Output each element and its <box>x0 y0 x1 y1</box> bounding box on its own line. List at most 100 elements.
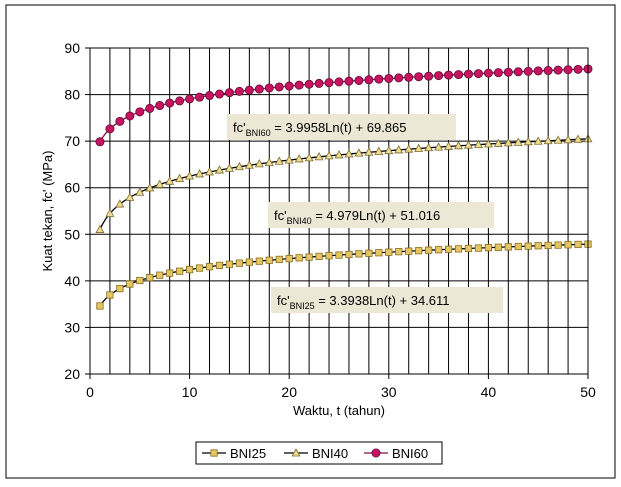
data-point-bni25 <box>395 248 403 256</box>
legend-label-bni40: BNI40 <box>312 446 348 461</box>
data-point-bni40 <box>185 171 195 180</box>
data-point-bni25 <box>335 251 343 259</box>
x-tick-label: 0 <box>86 384 94 400</box>
data-point-bni60 <box>543 66 553 76</box>
data-point-bni40 <box>234 161 244 171</box>
data-point-bni40 <box>244 160 254 169</box>
legend-label-bni25: BNI25 <box>230 446 266 461</box>
data-point-bni40 <box>105 208 115 217</box>
data-point-bni40 <box>354 148 364 157</box>
data-point-bni25 <box>225 260 234 268</box>
equation-box <box>271 287 503 313</box>
data-point-bni60 <box>224 88 234 98</box>
data-point-bni40 <box>374 146 384 155</box>
data-point-bni40 <box>294 154 304 163</box>
data-point-bni25 <box>315 252 323 260</box>
x-tick-label: 40 <box>481 384 497 400</box>
data-point-bni60 <box>304 79 314 89</box>
data-point-bni40 <box>284 155 294 164</box>
data-point-bni60 <box>434 71 444 81</box>
data-point-bni60 <box>533 66 543 76</box>
data-point-bni60 <box>125 111 135 121</box>
equation-label: fc'BNI60 = 3.9958Ln(t) + 69.865 <box>233 120 407 138</box>
data-point-bni25 <box>514 242 522 251</box>
data-point-bni40 <box>444 141 454 150</box>
data-point-bni60 <box>493 68 503 78</box>
data-point-bni25 <box>185 265 194 274</box>
data-point-bni60 <box>314 78 324 88</box>
data-point-bni40 <box>553 135 563 144</box>
data-point-bni25 <box>195 264 204 272</box>
legend-label-bni60: BNI60 <box>392 446 428 461</box>
data-point-bni40 <box>454 140 463 150</box>
data-point-bni40 <box>404 144 414 153</box>
data-point-bni60 <box>344 76 354 86</box>
data-point-bni40 <box>324 151 334 160</box>
data-point-bni25 <box>305 253 313 261</box>
equation-label: fc'BNI25 = 3.3938Ln(t) + 34.611 <box>277 293 450 311</box>
data-point-bni40 <box>145 183 155 192</box>
data-point-bni40 <box>414 143 424 152</box>
data-point-bni40 <box>563 134 573 144</box>
data-point-bni60 <box>394 73 404 83</box>
data-point-bni25 <box>544 241 552 250</box>
data-point-bni60 <box>185 94 195 104</box>
data-point-bni40 <box>543 135 553 145</box>
chart-frame <box>5 4 616 479</box>
data-point-bni60 <box>294 80 304 90</box>
data-point-bni60 <box>334 77 344 87</box>
data-point-bni60 <box>95 137 105 147</box>
data-point-bni60 <box>513 67 523 77</box>
x-tick-label: 50 <box>580 384 596 400</box>
data-point-bni40 <box>215 165 224 174</box>
data-point-bni40 <box>254 159 264 168</box>
data-point-bni40 <box>573 134 583 143</box>
data-point-bni60 <box>155 101 165 111</box>
data-point-bni25 <box>325 252 333 260</box>
data-point-bni60 <box>463 69 473 79</box>
data-point-bni25 <box>524 242 532 250</box>
plot-border <box>89 47 589 375</box>
data-point-bni40 <box>503 138 513 147</box>
data-point-bni25 <box>454 245 463 253</box>
data-point-bni40 <box>384 145 394 155</box>
data-point-bni60 <box>384 73 394 83</box>
data-point-bni60 <box>374 74 384 84</box>
data-point-bni40 <box>314 152 324 161</box>
legend-marker-bni60 <box>371 448 381 458</box>
data-point-bni60 <box>264 83 274 93</box>
data-point-bni60 <box>284 81 294 91</box>
data-point-bni60 <box>444 70 454 80</box>
y-tick-label: 80 <box>64 87 80 103</box>
x-axis-title: Waktu, t (tahun) <box>293 403 385 418</box>
y-tick-label: 70 <box>64 133 80 149</box>
data-point-bni60 <box>573 64 583 74</box>
x-tick-label: 20 <box>281 384 297 400</box>
equation-box <box>268 202 494 228</box>
y-axis-title: Kuat tekan, fc' (MPa) <box>40 151 55 272</box>
data-point-bni25 <box>574 240 582 249</box>
data-point-bni60 <box>195 92 205 102</box>
y-tick-label: 30 <box>64 319 80 335</box>
tick-labels: 0 10 20 30 40 50 20 30 40 50 60 70 80 90 <box>64 40 596 400</box>
data-point-bni25 <box>255 257 263 265</box>
data-point-bni40 <box>125 192 135 201</box>
y-tick-label: 50 <box>64 226 80 242</box>
data-point-bni25 <box>484 244 493 252</box>
data-point-bni25 <box>235 259 243 267</box>
data-point-bni40 <box>464 140 473 149</box>
data-point-bni60 <box>324 78 334 88</box>
data-point-bni60 <box>115 116 125 126</box>
data-point-bni60 <box>523 66 533 76</box>
series-markers <box>95 64 593 310</box>
legend-marker-bni25 <box>210 449 218 457</box>
data-point-bni25 <box>405 247 413 255</box>
data-point-bni40 <box>344 149 354 158</box>
y-tick-label: 60 <box>64 180 80 196</box>
data-point-bni60 <box>244 85 254 95</box>
data-point-bni25 <box>444 245 453 253</box>
data-point-bni40 <box>424 142 434 152</box>
data-point-bni60 <box>105 124 115 134</box>
data-point-bni40 <box>175 173 185 183</box>
data-point-bni40 <box>493 138 503 147</box>
